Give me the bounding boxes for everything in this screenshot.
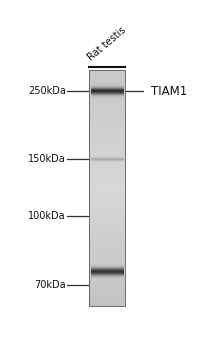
Bar — [91, 86, 124, 87]
Bar — [91, 274, 124, 275]
Bar — [91, 267, 124, 268]
Bar — [91, 272, 124, 273]
Text: 100kDa: 100kDa — [28, 211, 66, 221]
Bar — [91, 88, 124, 89]
Bar — [91, 278, 124, 279]
Bar — [91, 273, 124, 274]
Text: Rat testis: Rat testis — [86, 25, 128, 62]
Bar — [91, 264, 124, 265]
Text: TIAM1: TIAM1 — [151, 85, 187, 98]
Bar — [91, 269, 124, 270]
Bar — [91, 85, 124, 86]
Bar — [91, 94, 124, 95]
Text: 250kDa: 250kDa — [28, 86, 66, 96]
Bar — [91, 96, 124, 97]
Bar — [89, 70, 125, 306]
Bar — [91, 92, 124, 93]
Bar — [91, 268, 124, 269]
Bar — [91, 87, 124, 88]
Text: 70kDa: 70kDa — [34, 280, 66, 290]
Bar — [91, 271, 124, 272]
Bar — [91, 91, 124, 92]
Bar — [91, 90, 124, 91]
Bar — [91, 276, 124, 277]
Bar — [91, 93, 124, 94]
Bar — [91, 275, 124, 276]
Bar — [91, 266, 124, 267]
Bar — [91, 89, 124, 90]
Bar — [91, 270, 124, 271]
Bar — [91, 95, 124, 96]
Bar — [91, 97, 124, 98]
Bar — [91, 265, 124, 266]
Bar — [91, 84, 124, 85]
Text: 150kDa: 150kDa — [28, 154, 66, 164]
Bar — [91, 277, 124, 278]
